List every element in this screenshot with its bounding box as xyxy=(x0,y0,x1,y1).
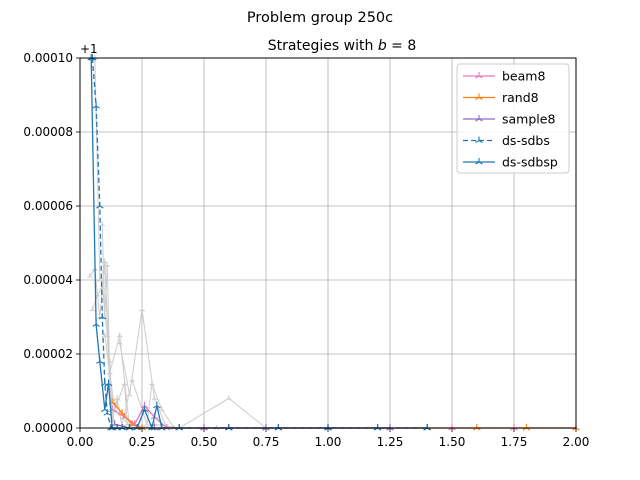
data-point xyxy=(140,401,149,409)
data-point xyxy=(473,424,481,431)
data-point xyxy=(373,424,382,431)
background-point xyxy=(101,332,108,338)
series-line xyxy=(111,401,576,429)
legend-item-ds-sdbs: ds-sdbs xyxy=(463,133,550,148)
y-tick-label: 0.00008 xyxy=(23,125,73,139)
background-point xyxy=(213,425,220,430)
background-point xyxy=(96,276,103,282)
background-point xyxy=(139,306,145,312)
legend-label: ds-sdbsp xyxy=(502,155,558,170)
x-tick-label: 1.00 xyxy=(315,435,342,449)
data-point xyxy=(92,102,100,109)
data-point xyxy=(522,424,531,431)
data-point xyxy=(96,201,104,209)
data-point xyxy=(98,312,107,320)
x-tick-label: 1.50 xyxy=(439,435,466,449)
data-point xyxy=(423,424,431,431)
legend-label: beam8 xyxy=(502,69,545,84)
background-point xyxy=(99,221,106,227)
background-point xyxy=(116,339,123,345)
background-runs xyxy=(87,54,331,430)
y-tick-label: 0.00010 xyxy=(23,51,73,65)
series-line xyxy=(90,57,428,431)
legend-label: rand8 xyxy=(502,90,539,105)
x-tick-label: 0.00 xyxy=(67,435,94,449)
legend-marker xyxy=(475,72,483,79)
background-point xyxy=(158,406,165,412)
background-line xyxy=(121,378,175,429)
legend-marker xyxy=(475,93,483,100)
y-tick-label: 0.00006 xyxy=(23,199,73,213)
series-ds-sdbsp xyxy=(87,53,431,431)
legend-marker xyxy=(475,115,483,122)
background-point xyxy=(106,358,113,364)
background-point xyxy=(225,395,232,401)
y-axis: 0.00000 0.00002 0.00004 0.00006 0.00008 0.000… xyxy=(23,51,80,435)
legend-marker xyxy=(475,158,483,165)
data-point xyxy=(225,424,233,431)
y-tick-label: 0.00002 xyxy=(23,347,73,361)
chart-title: Strategies with b = 8 xyxy=(268,38,417,54)
y-tick-label: 0.00000 xyxy=(23,421,73,435)
background-point xyxy=(87,273,93,279)
background-line xyxy=(154,397,279,429)
x-tick-label: 0.50 xyxy=(191,435,218,449)
legend-item-beam8: beam8 xyxy=(463,69,545,84)
data-point xyxy=(118,409,126,416)
background-point xyxy=(144,421,150,427)
legend-label: ds-sdbs xyxy=(502,133,550,148)
background-point xyxy=(151,395,158,401)
x-tick-label: 0.25 xyxy=(129,435,156,449)
x-axis: 0.00 0.25 0.50 0.75 1.00 1.25 1.50 1.75 2.00 xyxy=(67,428,590,449)
x-tick-label: 0.75 xyxy=(253,435,280,449)
legend-item-ds-sdbsp: ds-sdbsp xyxy=(463,155,558,170)
background-point xyxy=(104,262,111,268)
data-point xyxy=(153,401,161,409)
series-ds-sdbs xyxy=(88,54,431,431)
x-tick-label: 1.75 xyxy=(501,435,528,449)
data-point xyxy=(96,357,104,364)
background-point xyxy=(121,380,128,386)
x-tick-label: 2.00 xyxy=(563,435,590,449)
y-tick-label: 0.00004 xyxy=(23,273,73,287)
legend-box xyxy=(456,63,570,174)
x-tick-label: 1.25 xyxy=(377,435,404,449)
background-point xyxy=(149,380,155,386)
data-point xyxy=(101,405,109,412)
legend: beam8 rand8 sample8 ds-sdbs ds-sdbsp xyxy=(456,63,570,174)
data-point xyxy=(140,405,149,412)
legend-marker xyxy=(475,136,483,143)
data-point xyxy=(92,320,100,327)
series-line xyxy=(111,404,576,429)
background-point xyxy=(114,395,121,401)
legend-item-rand8: rand8 xyxy=(463,90,539,105)
data-point xyxy=(274,424,283,431)
y-offset-label: +1 xyxy=(80,42,98,56)
chart-suptitle: Problem group 250c xyxy=(247,10,393,26)
background-point xyxy=(89,306,96,312)
data-point xyxy=(104,379,113,387)
background-point xyxy=(129,376,135,382)
legend-label: sample8 xyxy=(502,112,555,127)
background-point xyxy=(116,332,123,338)
series-line xyxy=(91,57,428,429)
legend-item-sample8: sample8 xyxy=(463,112,555,127)
